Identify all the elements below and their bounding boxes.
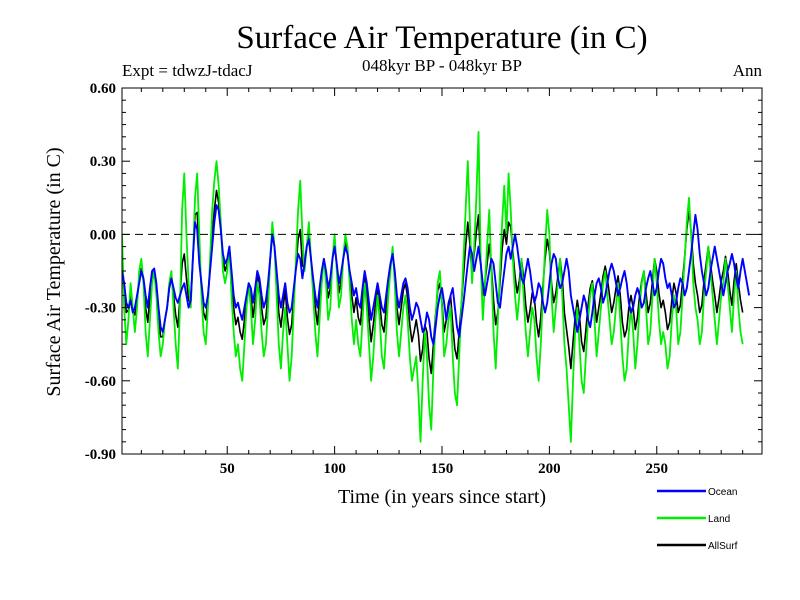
x-tick-label: 100	[323, 461, 346, 477]
y-tick-label: -0.30	[85, 301, 116, 317]
y-tick-label: 0.60	[90, 81, 116, 97]
y-tick-label: -0.90	[85, 447, 116, 463]
series-line-allsurf	[122, 189, 744, 375]
x-tick-label: 150	[431, 461, 454, 477]
subtitle-left: Expt = tdwzJ-tdacJ	[122, 61, 253, 80]
y-tick-label: -0.60	[85, 374, 116, 390]
series-layer	[122, 131, 751, 443]
y-tick-label: 0.00	[90, 227, 116, 243]
subtitle-center: 048kyr BP - 048kyr BP	[362, 56, 522, 75]
plot-frame	[121, 87, 763, 455]
x-tick-label: 200	[538, 461, 561, 477]
x-tick-label: 50	[220, 461, 235, 477]
series-line-land	[122, 131, 744, 443]
y-axis: -0.90 -0.60 -0.30 0.00 0.30 0.60	[85, 81, 762, 463]
subtitle-right: Ann	[733, 61, 763, 80]
chart-title: Surface Air Temperature (in C)	[236, 20, 647, 56]
x-axis-label: Time (in years since start)	[338, 486, 546, 508]
legend-label: AllSurf	[708, 541, 738, 552]
legend-label: Land	[708, 514, 730, 525]
y-tick-label: 0.30	[90, 154, 116, 170]
x-axis: 50 100 150 200 250	[140, 88, 744, 477]
series-line-ocean	[122, 204, 751, 346]
legend-label: Ocean	[708, 487, 737, 498]
x-tick-label: 250	[646, 461, 669, 477]
y-axis-label: Surface Air Temperature (in C)	[43, 147, 65, 396]
legend: Ocean Land AllSurf	[657, 487, 738, 552]
